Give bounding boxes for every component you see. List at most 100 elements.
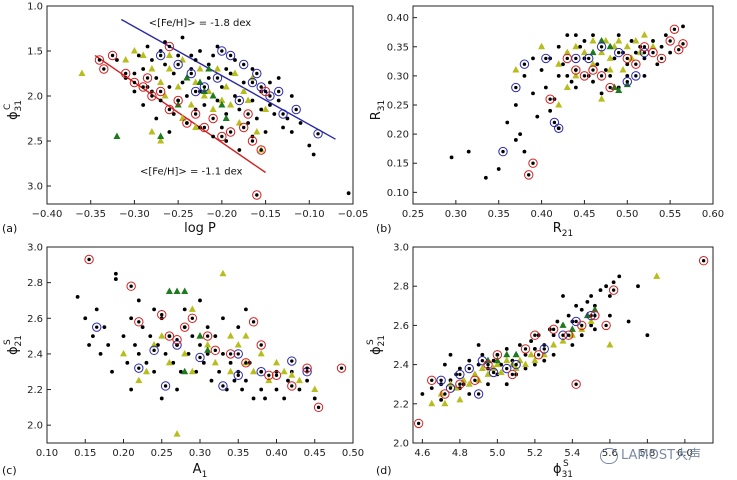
data-point-black <box>429 386 434 391</box>
data-point-black <box>513 138 518 142</box>
y-tick-label: 2.4 <box>27 349 43 360</box>
data-point-yellow-triangle <box>471 370 479 377</box>
data-point-black <box>259 107 264 112</box>
panel-d-ylabel: ϕ21S <box>366 335 387 355</box>
data-point-yellow-triangle <box>130 47 138 54</box>
data-point-blue-circled <box>173 59 183 70</box>
y-tick-label: 0.15 <box>387 159 409 170</box>
data-point-black <box>565 33 570 38</box>
panel-c-xlabel: A1 <box>193 462 208 480</box>
data-point-blue-circled <box>477 355 488 366</box>
panel-c: 0.10 0.15 0.20 0.25 0.30 0.35 0.40 0.45 0.50 2.0… <box>2 243 364 480</box>
panel-d-marks <box>413 256 709 429</box>
data-point-yellow-triangle <box>311 385 319 393</box>
annotation-metal-rich: <[Fe/H]> = -1.1 dex <box>140 166 243 177</box>
data-point-black <box>551 352 556 357</box>
data-point-black <box>603 68 608 72</box>
y-tick-label: 2.6 <box>393 321 409 332</box>
x-tick-label: 0.45 <box>573 209 595 220</box>
panel-b-marks <box>449 24 688 180</box>
data-point-red-circled <box>548 324 559 335</box>
data-point-black <box>591 79 595 84</box>
data-point-green-triangle <box>589 48 597 56</box>
data-point-black <box>589 323 594 328</box>
data-point-black <box>232 378 237 383</box>
x-tick-label: −0.20 <box>207 209 238 220</box>
x-tick-label: 5.0 <box>489 448 505 459</box>
x-tick-label: 4.6 <box>414 448 430 459</box>
data-point-red-circled <box>155 86 166 97</box>
data-point-blue-circled <box>584 53 594 64</box>
x-tick-label: 0.50 <box>342 448 364 459</box>
data-point-black <box>467 392 472 396</box>
data-point-red-circled <box>190 109 201 119</box>
data-point-black <box>591 33 595 38</box>
data-point-black <box>555 319 560 324</box>
data-point-red-circled <box>172 334 182 345</box>
data-point-red-circled <box>571 379 581 389</box>
panel-b-ylabel-sub: 31 <box>377 100 387 111</box>
panel-b-frame <box>412 5 714 205</box>
data-point-black <box>94 307 99 312</box>
data-point-green-triangle <box>181 287 189 295</box>
y-tick-label: 1.5 <box>27 47 43 58</box>
data-point-black <box>171 360 176 365</box>
data-point-black <box>213 334 218 338</box>
data-point-red-circled <box>313 402 324 413</box>
data-point-red-circled <box>225 349 236 359</box>
data-point-yellow-triangle <box>231 69 239 76</box>
data-point-red-circled <box>187 313 198 323</box>
data-point-red-circled <box>622 53 632 64</box>
y-tick-label: 1.0 <box>27 2 43 13</box>
data-point-red-circled <box>202 331 213 341</box>
data-point-black <box>219 85 224 89</box>
data-point-black <box>254 116 259 121</box>
data-point-black <box>91 334 95 338</box>
data-point-black <box>589 294 594 298</box>
data-point-green-triangle <box>157 132 165 139</box>
x-tick-label: 0.55 <box>659 209 681 220</box>
data-point-black <box>209 378 214 383</box>
x-tick-label: 5.4 <box>564 448 580 459</box>
data-point-blue-circled <box>464 363 474 374</box>
data-point-red-circled <box>208 113 218 124</box>
data-point-yellow-triangle <box>606 341 614 348</box>
data-point-black <box>215 44 220 49</box>
data-point-black <box>551 333 556 338</box>
data-point-yellow-triangle <box>623 42 631 50</box>
data-point-yellow-triangle <box>250 367 258 375</box>
data-point-black <box>585 299 590 304</box>
data-point-blue-circled <box>195 352 205 363</box>
data-point-black <box>83 316 88 321</box>
panel-d-yticks: 2.0 2.2 2.4 2.6 2.8 3.0 <box>393 243 417 450</box>
data-point-blue-circled <box>225 50 236 61</box>
data-point-yellow-triangle <box>640 31 648 38</box>
data-point-black <box>141 67 146 71</box>
data-point-black <box>574 303 579 308</box>
x-tick-label: −0.40 <box>32 209 63 220</box>
data-point-yellow-triangle <box>161 92 169 99</box>
data-point-red-circled <box>180 322 190 332</box>
data-point-red-circled <box>588 65 598 75</box>
data-point-green-triangle <box>606 42 614 50</box>
data-point-black <box>346 191 351 196</box>
data-point-yellow-triangle <box>213 65 221 72</box>
data-point-yellow-triangle <box>589 36 597 44</box>
data-point-black <box>561 294 565 298</box>
data-point-black <box>211 53 216 58</box>
data-point-blue-circled <box>190 86 201 97</box>
data-point-black <box>556 44 561 49</box>
data-point-yellow-triangle <box>441 399 449 407</box>
data-point-red-circled <box>571 65 581 75</box>
data-point-black <box>532 347 537 351</box>
data-point-black <box>159 396 164 401</box>
data-point-blue-circled <box>554 123 564 133</box>
data-point-black <box>163 40 167 44</box>
data-point-blue-circled <box>571 53 581 64</box>
data-point-black <box>237 148 242 152</box>
panel-b: 0.25 0.30 0.35 0.40 0.45 0.50 0.55 0.60 0.100.1… <box>369 5 724 239</box>
data-point-blue-circled <box>252 68 262 79</box>
data-point-yellow-triangle <box>493 360 501 368</box>
data-point-red-circled <box>243 109 253 119</box>
